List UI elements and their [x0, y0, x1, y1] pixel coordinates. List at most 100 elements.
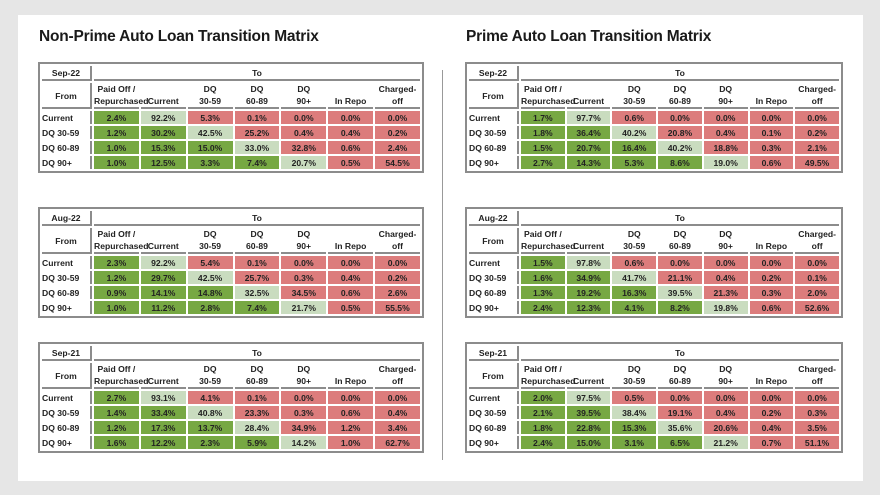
- from-header: From: [42, 228, 92, 254]
- row-label: DQ 30-59: [469, 406, 519, 419]
- period-label: Sep-22: [42, 66, 92, 81]
- table-row: DQ 90+ 1.0% 11.2% 2.8% 7.4% 21.7% 0.5% 55.5%: [42, 301, 420, 314]
- matrix-cell: 0.3%: [749, 141, 794, 154]
- matrix-cell: 1.0%: [94, 141, 139, 154]
- matrix-cell: 0.2%: [749, 406, 794, 419]
- matrix-cell: 3.1%: [612, 436, 657, 449]
- matrix-cell: 0.0%: [795, 111, 839, 124]
- matrix-cell: 92.2%: [140, 256, 186, 269]
- matrix-cell: 51.1%: [795, 436, 839, 449]
- matrix-cell: 2.4%: [375, 141, 420, 154]
- matrix-cell: 97.5%: [566, 391, 611, 404]
- matrix-cell: 0.0%: [749, 256, 794, 269]
- table-row: DQ 30-59 1.2% 30.2% 42.5% 25.2% 0.4% 0.4% 0.2%: [42, 126, 420, 139]
- column-header: Charged- off: [375, 363, 420, 389]
- column-header: DQ 90+: [703, 83, 748, 109]
- matrix-cell: 0.6%: [328, 286, 374, 299]
- matrix-cell: 39.5%: [566, 406, 611, 419]
- matrix-cell: 0.1%: [795, 271, 839, 284]
- column-header: DQ 30-59: [187, 83, 233, 109]
- matrix-cell: 1.5%: [521, 256, 565, 269]
- matrix-cell: 3.4%: [375, 421, 420, 434]
- matrix-cell: 1.5%: [521, 141, 565, 154]
- matrix-cell: 5.4%: [187, 256, 233, 269]
- matrix-cell: 1.2%: [94, 271, 139, 284]
- column-header: In Repo: [749, 83, 794, 109]
- matrix-cell: 0.0%: [749, 111, 794, 124]
- row-label: Current: [469, 391, 519, 404]
- matrix-cell: 1.0%: [94, 156, 139, 169]
- matrix-cell: 40.8%: [187, 406, 233, 419]
- column-header: DQ 60-89: [658, 83, 702, 109]
- matrix-cell: 0.6%: [612, 111, 657, 124]
- matrix-cell: 12.5%: [140, 156, 186, 169]
- column-header: DQ 90+: [703, 228, 748, 254]
- column-header: DQ 30-59: [612, 363, 657, 389]
- matrix-cell: 14.2%: [281, 436, 327, 449]
- matrix-cell: 22.8%: [566, 421, 611, 434]
- matrix-cell: 16.4%: [612, 141, 657, 154]
- matrix-cell: 0.1%: [234, 256, 280, 269]
- non-prime-title: Non-Prime Auto Loan Transition Matrix: [39, 28, 319, 45]
- matrix-cell: 92.2%: [140, 111, 186, 124]
- non-prime-panel: Non-Prime Auto Loan Transition Matrix Se…: [38, 15, 424, 453]
- column-header: Paid Off / Repurchased: [94, 83, 148, 109]
- column-header: DQ 90+: [281, 228, 327, 254]
- from-header: From: [42, 363, 92, 389]
- period-label: Sep-21: [469, 346, 519, 361]
- matrix-cell: 0.7%: [749, 436, 794, 449]
- table-row: DQ 90+ 2.4% 15.0% 3.1% 6.5% 21.2% 0.7% 51.1%: [469, 436, 839, 449]
- to-header: To: [521, 346, 839, 361]
- to-header: To: [94, 66, 420, 81]
- matrix-cell: 42.5%: [187, 126, 233, 139]
- matrix-cell: 55.5%: [375, 301, 420, 314]
- matrix-cell: 20.6%: [703, 421, 748, 434]
- table-row: DQ 60-89 1.5% 20.7% 16.4% 40.2% 18.8% 0.3% 2.1%: [469, 141, 839, 154]
- matrix-cell: 34.5%: [281, 286, 327, 299]
- matrix-cell: 21.1%: [658, 271, 702, 284]
- matrix-cell: 0.4%: [375, 406, 420, 419]
- matrix-cell: 1.6%: [521, 271, 565, 284]
- matrix-cell: 17.3%: [140, 421, 186, 434]
- matrix-cell: 8.6%: [658, 156, 702, 169]
- matrix-cell: 39.5%: [658, 286, 702, 299]
- transition-matrix-table: Aug-22 To From Paid Off / Repurchased Curren…: [465, 207, 843, 318]
- matrix-cell: 0.0%: [703, 111, 748, 124]
- matrix-cell: 62.7%: [375, 436, 420, 449]
- matrix-cell: 0.5%: [612, 391, 657, 404]
- column-header: Paid Off / Repurchased: [94, 363, 148, 389]
- matrix-cell: 2.0%: [521, 391, 565, 404]
- row-label: DQ 90+: [469, 156, 519, 169]
- period-label: Sep-22: [469, 66, 519, 81]
- matrix-cell: 1.0%: [94, 301, 139, 314]
- row-label: Current: [42, 391, 92, 404]
- column-header: Current: [140, 83, 186, 109]
- row-label: DQ 30-59: [469, 126, 519, 139]
- table-row: DQ 90+ 2.7% 14.3% 5.3% 8.6% 19.0% 0.6% 49.5%: [469, 156, 839, 169]
- matrix-cell: 0.6%: [749, 156, 794, 169]
- matrix-cell: 3.3%: [187, 156, 233, 169]
- row-label: Current: [42, 256, 92, 269]
- matrix-cell: 11.2%: [140, 301, 186, 314]
- matrix-cell: 30.2%: [140, 126, 186, 139]
- matrix-cell: 2.6%: [375, 286, 420, 299]
- matrix-cell: 33.0%: [234, 141, 280, 154]
- matrix-cell: 34.9%: [566, 271, 611, 284]
- row-label: DQ 30-59: [42, 126, 92, 139]
- column-header: Current: [566, 83, 611, 109]
- matrix-cell: 0.6%: [749, 301, 794, 314]
- transition-matrix-table: Sep-22 To From Paid Off / Repurchased Curren…: [38, 62, 424, 173]
- table-row: Current 1.7% 97.7% 0.6% 0.0% 0.0% 0.0% 0.0%: [469, 111, 839, 124]
- column-header: In Repo: [328, 83, 374, 109]
- matrix-cell: 1.8%: [521, 421, 565, 434]
- matrix-cell: 2.1%: [521, 406, 565, 419]
- matrix-cell: 0.0%: [281, 256, 327, 269]
- from-header: From: [42, 83, 92, 109]
- column-header: DQ 30-59: [187, 228, 233, 254]
- matrix-cell: 0.0%: [328, 256, 374, 269]
- matrix-cell: 4.1%: [187, 391, 233, 404]
- table-row: DQ 60-89 1.0% 15.3% 15.0% 33.0% 32.8% 0.6% 2.4%: [42, 141, 420, 154]
- matrix-cell: 14.1%: [140, 286, 186, 299]
- table-row: Current 2.0% 97.5% 0.5% 0.0% 0.0% 0.0% 0.0%: [469, 391, 839, 404]
- table-row: DQ 90+ 2.4% 12.3% 4.1% 8.2% 19.8% 0.6% 52.6%: [469, 301, 839, 314]
